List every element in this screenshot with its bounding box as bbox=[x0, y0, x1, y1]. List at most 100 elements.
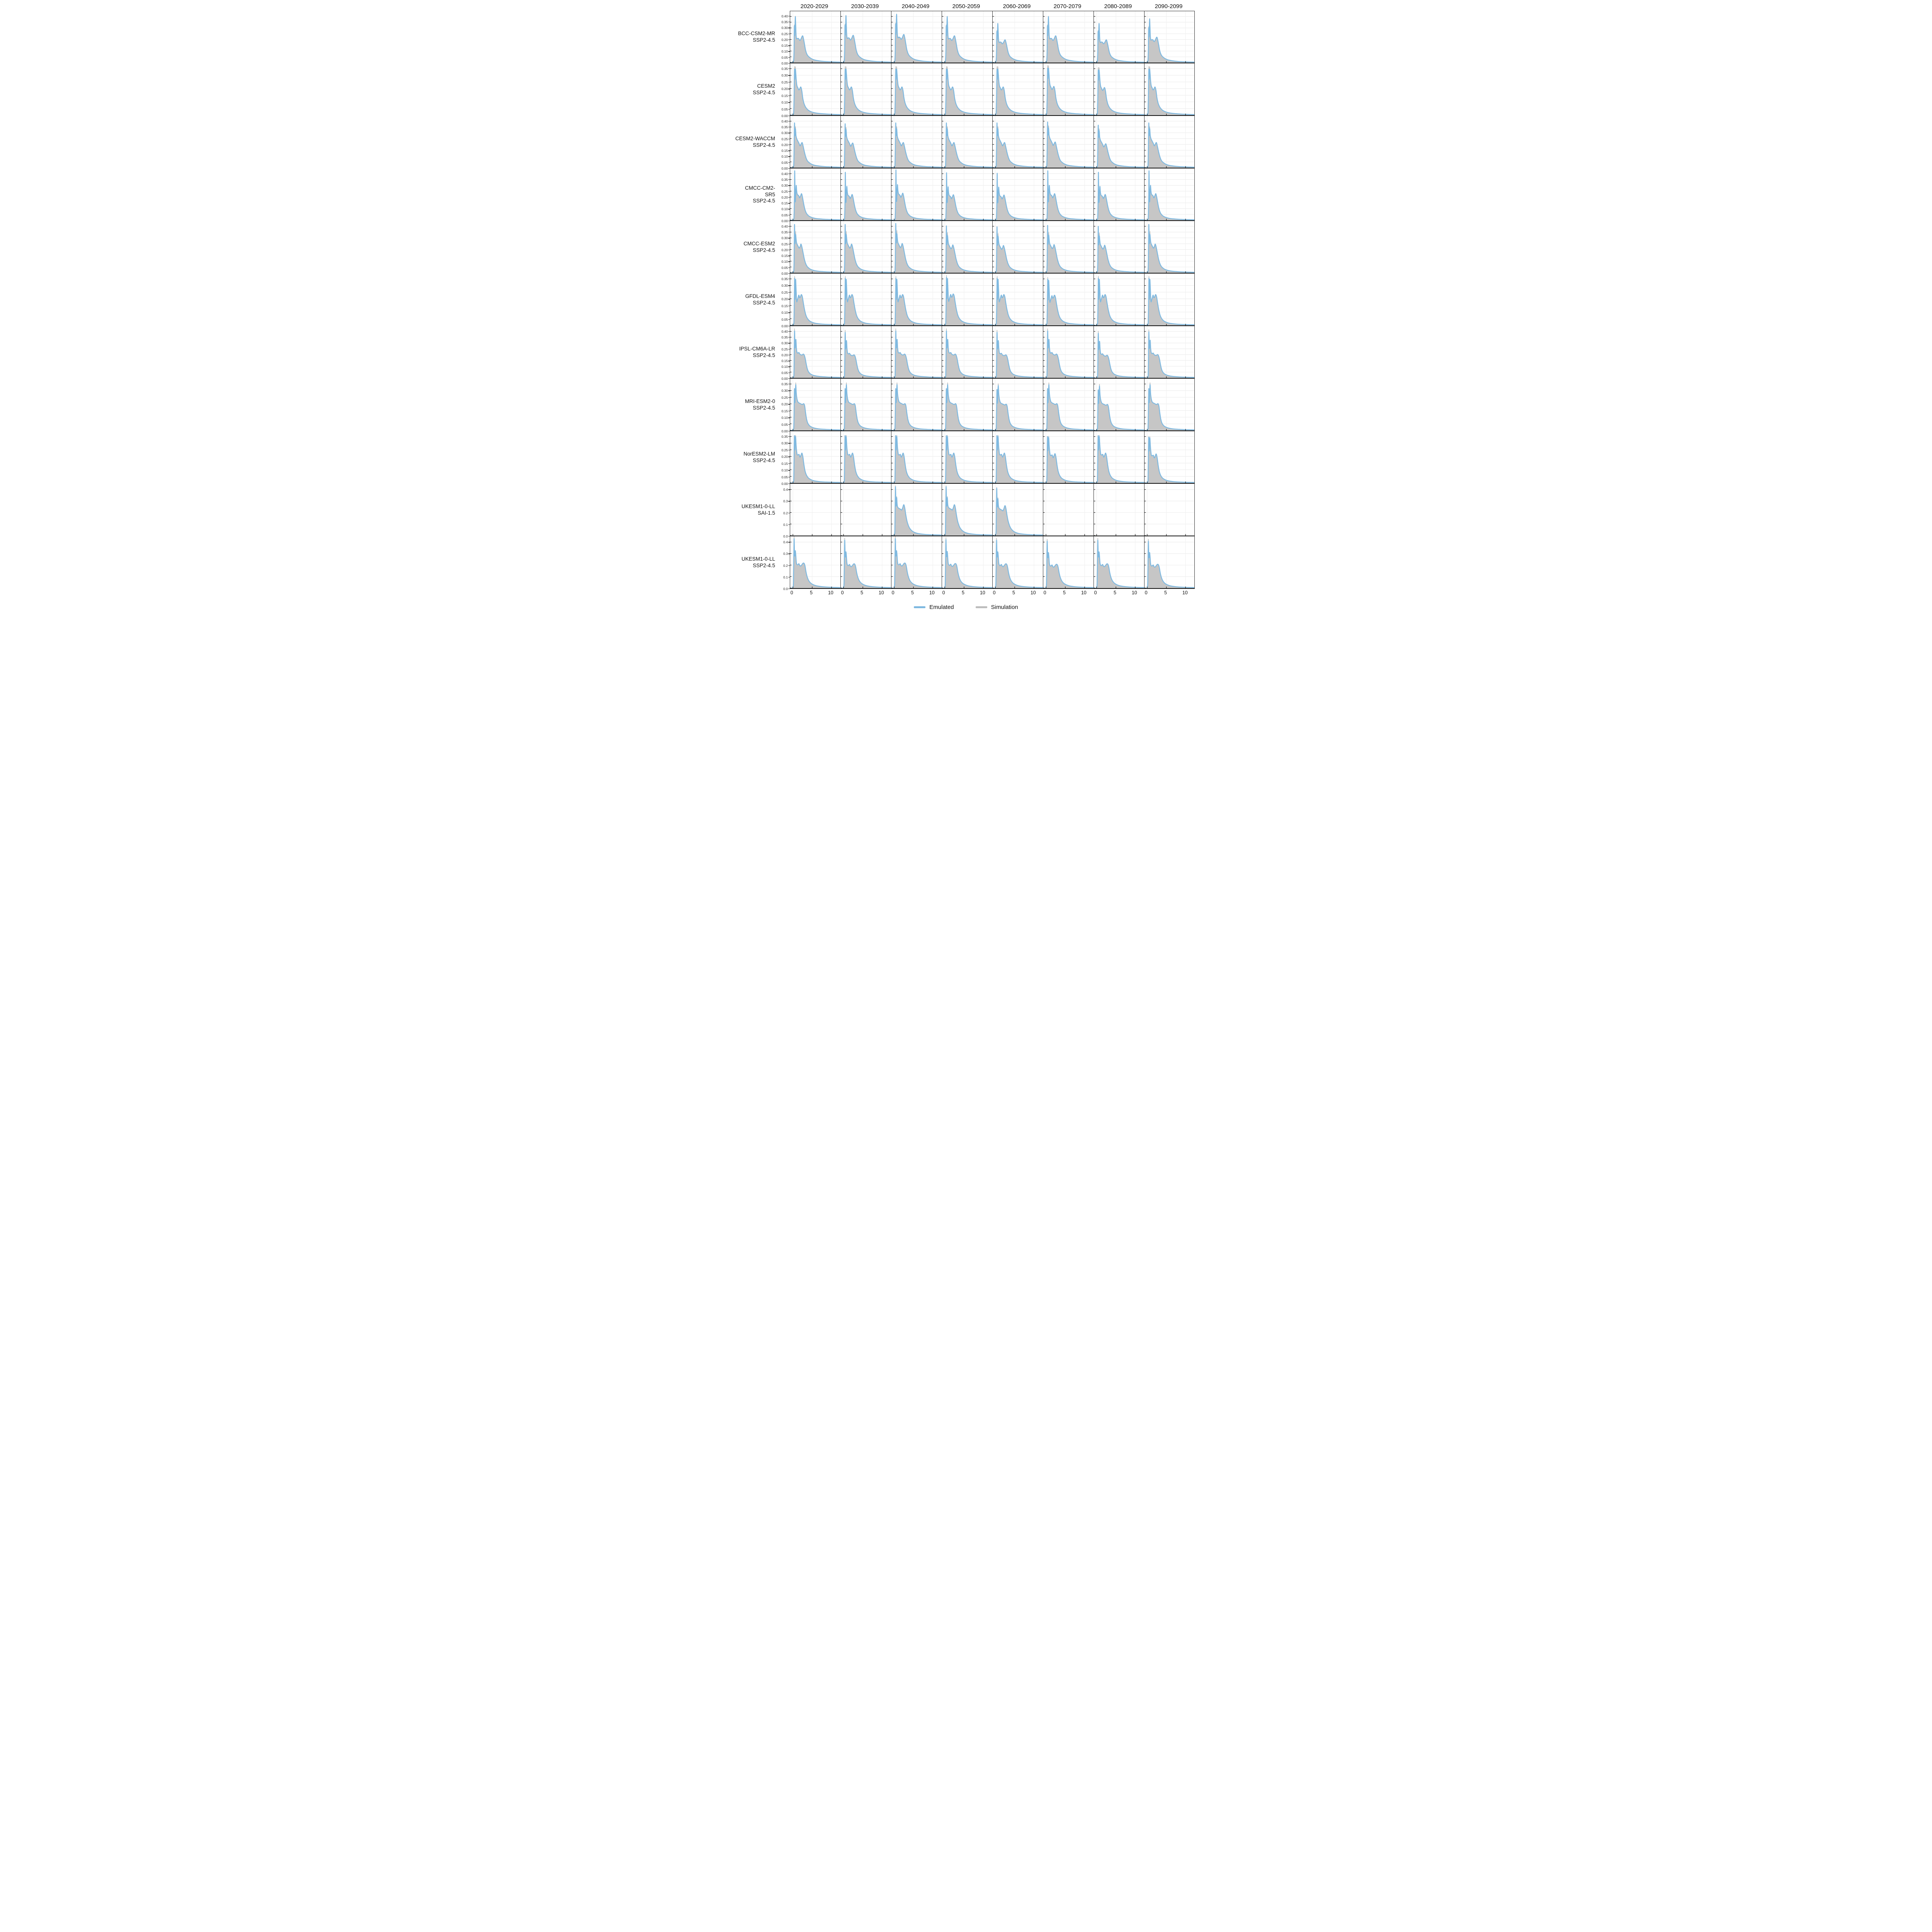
emulated-line bbox=[891, 14, 942, 63]
simulation-area bbox=[993, 66, 1043, 115]
emulated-line bbox=[1094, 277, 1144, 325]
simulation-area bbox=[891, 66, 942, 115]
simulation-area bbox=[790, 382, 840, 430]
facet-row-IPSL-CM6A-LR: IPSL-CM6A-LR SSP2-4.5 0.00 0.05 0.10 0.15 0.20… bbox=[735, 326, 1197, 381]
x-tick-label: 0 bbox=[841, 590, 844, 595]
y-tick-label: 0.35 bbox=[781, 230, 788, 235]
plot-cell-CESM2-2080-2089 bbox=[1094, 63, 1144, 116]
emulated-line bbox=[841, 15, 891, 63]
plot-cell-CMCC-CM2-SR5-2060-2069 bbox=[992, 168, 1043, 221]
y-tick-mark bbox=[788, 372, 790, 373]
plot-cell-CMCC-ESM2-2030-2039 bbox=[840, 221, 891, 274]
emulated-line bbox=[1043, 170, 1094, 220]
density-plot bbox=[1145, 63, 1194, 115]
emulated-line bbox=[891, 277, 942, 325]
plot-cell-BCC-CSM2-MR-2090-2099 bbox=[1144, 11, 1195, 63]
y-tick-label: 0.05 bbox=[781, 475, 788, 479]
facet-row-UKESM1-0-LL: UKESM1-0-LL SAI-1.5 0.0 0.1 0.2 0.3 0.4 bbox=[735, 484, 1197, 538]
x-axis-cell: 0 5 10 bbox=[890, 589, 941, 597]
y-tick-mark bbox=[788, 156, 790, 157]
column-headers: 2020-2029 2030-2039 2040-2049 2050-2059 2060… bbox=[735, 2, 1197, 11]
emulated-line bbox=[942, 277, 992, 325]
simulation-area bbox=[993, 435, 1043, 483]
y-tick-label: 0.10 bbox=[781, 260, 788, 264]
plot-cell-CMCC-ESM2-2090-2099 bbox=[1144, 221, 1195, 274]
emulated-line bbox=[841, 123, 891, 168]
density-plot bbox=[942, 431, 992, 483]
density-plot bbox=[1043, 11, 1094, 63]
emulated-line bbox=[942, 122, 992, 168]
emulated-line bbox=[790, 330, 840, 378]
simulation-area bbox=[993, 124, 1043, 168]
plot-cell-NorESM2-LM-2020-2029 bbox=[790, 431, 840, 484]
x-axis-labels: 0 5 10 0 5 10 0 5 10 0 5 10 0 5 10 0 5 10 0 5 10 0 5 10 bbox=[735, 589, 1197, 597]
simulation-area bbox=[942, 485, 992, 536]
row-label-model: CESM2 bbox=[757, 83, 775, 89]
simulation-area bbox=[993, 487, 1043, 536]
y-tick-label: 0.4 bbox=[783, 540, 788, 544]
density-plot bbox=[1043, 536, 1094, 588]
emulated-line bbox=[1094, 124, 1144, 168]
emulated-line bbox=[841, 277, 891, 325]
density-plot bbox=[1043, 274, 1094, 325]
y-tick-label: 0.20 bbox=[781, 455, 788, 459]
emulated-line bbox=[1043, 384, 1094, 430]
density-plot bbox=[1094, 274, 1144, 325]
y-tick-label: 0.0 bbox=[783, 534, 788, 538]
emulated-line bbox=[891, 486, 942, 536]
plot-cell-IPSL-CM6A-LR-2070-2079 bbox=[1043, 326, 1094, 379]
facet-row-GFDL-ESM4: GFDL-ESM4 SSP2-4.5 0.00 0.05 0.10 0.15 0.20 0.2… bbox=[735, 274, 1197, 328]
x-axis-spacer bbox=[735, 589, 789, 597]
row-label: GFDL-ESM4 SSP2-4.5 bbox=[735, 274, 776, 326]
emulated-line bbox=[993, 539, 1043, 588]
simulation-area bbox=[891, 124, 942, 168]
plot-cell-CESM2-WACCM-2060-2069 bbox=[992, 116, 1043, 168]
y-tick-label: 0.2 bbox=[783, 563, 788, 568]
simulation-area bbox=[891, 14, 942, 63]
density-plot bbox=[1094, 221, 1144, 273]
row-label-scenario: SSP2-4.5 bbox=[753, 37, 775, 43]
emulated-line bbox=[993, 332, 1043, 378]
density-plot bbox=[942, 63, 992, 115]
simulation-area bbox=[942, 227, 992, 273]
plot-cell-UKESM1-0-LL-2090-2099 bbox=[1144, 536, 1195, 589]
y-tick-mark bbox=[788, 443, 790, 444]
emulated-line bbox=[790, 68, 840, 115]
plot-cell-NorESM2-LM-2030-2039 bbox=[840, 431, 891, 484]
simulation-area bbox=[1094, 176, 1144, 220]
y-axis: 0.00 0.05 0.10 0.15 0.20 0.25 0.30 0.35 0.40 bbox=[776, 168, 790, 223]
y-tick-label: 0.05 bbox=[781, 317, 788, 321]
density-plot bbox=[1145, 536, 1194, 588]
column-header-2060-2069: 2060-2069 bbox=[1003, 3, 1031, 10]
y-tick-label: 0.35 bbox=[781, 20, 788, 24]
y-tick-label: 0.00 bbox=[781, 482, 788, 486]
emulated-line bbox=[841, 68, 891, 115]
y-tick-label: 0.20 bbox=[781, 87, 788, 91]
density-plot bbox=[841, 484, 891, 536]
plot-cell-IPSL-CM6A-LR-2050-2059 bbox=[942, 326, 992, 379]
column-header-2050-2059: 2050-2059 bbox=[952, 3, 980, 10]
row-label: CMCC-CM2-SR5 SSP2-4.5 bbox=[735, 168, 776, 221]
row-label-model: UKESM1-0-LL bbox=[741, 556, 775, 562]
simulation-area bbox=[790, 276, 840, 325]
plot-cell-CMCC-CM2-SR5-2090-2099 bbox=[1144, 168, 1195, 221]
column-header-2070-2079: 2070-2079 bbox=[1053, 3, 1082, 10]
y-tick-label: 0.25 bbox=[781, 242, 788, 246]
y-tick-label: 0.25 bbox=[781, 347, 788, 351]
plot-cell-NorESM2-LM-2070-2079 bbox=[1043, 431, 1094, 484]
y-tick-label: 0.05 bbox=[781, 55, 788, 60]
y-axis: 0.00 0.05 0.10 0.15 0.20 0.25 0.30 0.35 0.40 bbox=[776, 11, 790, 65]
y-tick-mark bbox=[788, 68, 790, 69]
plot-cell-UKESM1-0-LL-2050-2059 bbox=[942, 484, 992, 536]
plot-cell-IPSL-CM6A-LR-2020-2029 bbox=[790, 326, 840, 379]
density-plot bbox=[942, 484, 992, 536]
y-axis: 0.0 0.1 0.2 0.3 0.4 bbox=[776, 484, 790, 538]
emulated-line bbox=[942, 330, 992, 378]
x-axis-cell: 0 5 10 bbox=[941, 589, 992, 597]
emulated-line bbox=[841, 539, 891, 588]
density-plot bbox=[841, 274, 891, 325]
y-tick-label: 0.40 bbox=[781, 14, 788, 18]
simulation-area bbox=[891, 536, 942, 588]
y-tick-mark bbox=[788, 179, 790, 180]
y-tick-mark bbox=[788, 483, 790, 484]
